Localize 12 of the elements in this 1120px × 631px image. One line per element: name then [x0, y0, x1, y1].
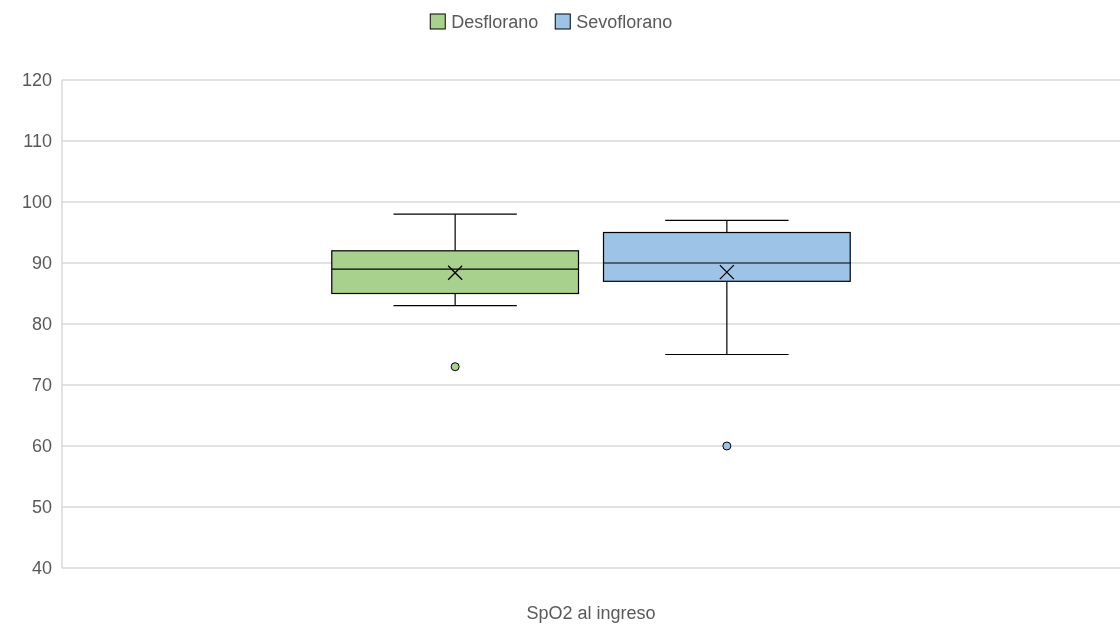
y-tick-label: 90: [31, 253, 52, 274]
y-tick-label: 70: [31, 375, 52, 396]
y-tick-label: 120: [21, 70, 52, 91]
y-tick-label: 40: [31, 558, 52, 579]
y-tick-label: 100: [21, 192, 52, 213]
y-tick-label: 110: [23, 131, 52, 152]
y-tick-label: 80: [31, 314, 52, 335]
y-tick-label: 50: [31, 497, 52, 518]
x-tick-label: SpO2 al ingreso: [526, 603, 656, 623]
legend-label: Desflorano: [451, 12, 539, 33]
legend-label: Sevoflorano: [576, 12, 673, 33]
y-tick-label: 60: [31, 436, 52, 457]
